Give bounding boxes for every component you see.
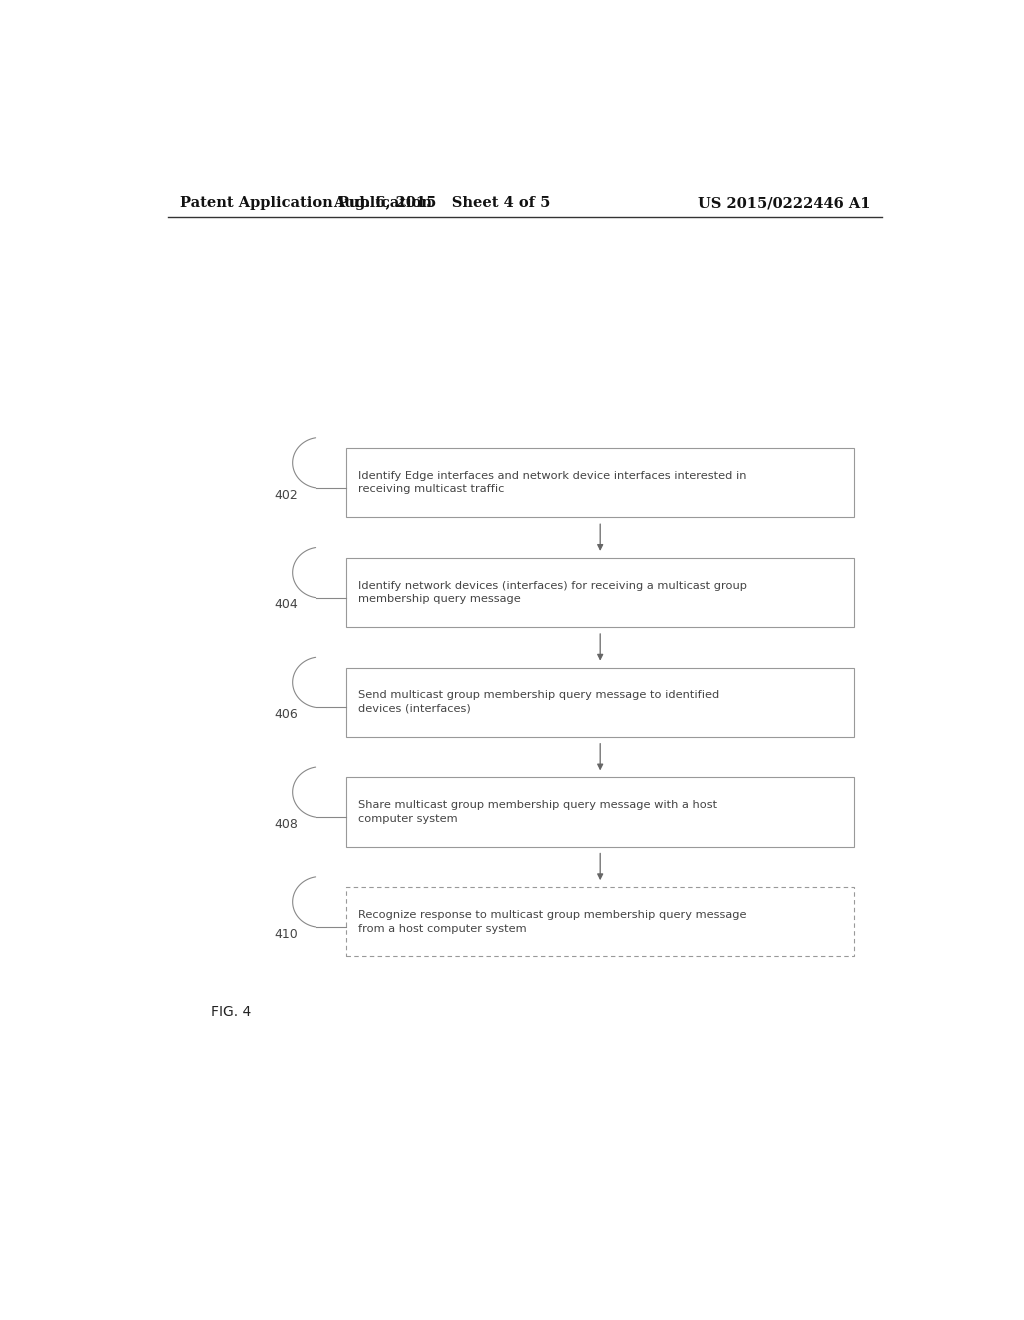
Text: 408: 408 [274,818,299,830]
Text: Recognize response to multicast group membership query message
from a host compu: Recognize response to multicast group me… [358,909,746,933]
Text: 410: 410 [274,928,299,941]
Text: Share multicast group membership query message with a host
computer system: Share multicast group membership query m… [358,800,717,824]
Text: Identify network devices (interfaces) for receiving a multicast group
membership: Identify network devices (interfaces) fo… [358,581,748,605]
Bar [346,447,854,517]
Bar [346,887,854,956]
Text: Identify Edge interfaces and network device interfaces interested in
receiving m: Identify Edge interfaces and network dev… [358,471,746,495]
Text: 402: 402 [274,488,299,502]
Bar [346,777,854,846]
Text: FIG. 4: FIG. 4 [211,1005,252,1019]
Text: Aug. 6, 2015   Sheet 4 of 5: Aug. 6, 2015 Sheet 4 of 5 [333,197,550,210]
Text: US 2015/0222446 A1: US 2015/0222446 A1 [697,197,870,210]
Bar [346,668,854,737]
Text: 406: 406 [274,708,299,721]
Bar [346,558,854,627]
Text: Send multicast group membership query message to identified
devices (interfaces): Send multicast group membership query me… [358,690,720,714]
Text: Patent Application Publication: Patent Application Publication [179,197,431,210]
Text: 404: 404 [274,598,299,611]
